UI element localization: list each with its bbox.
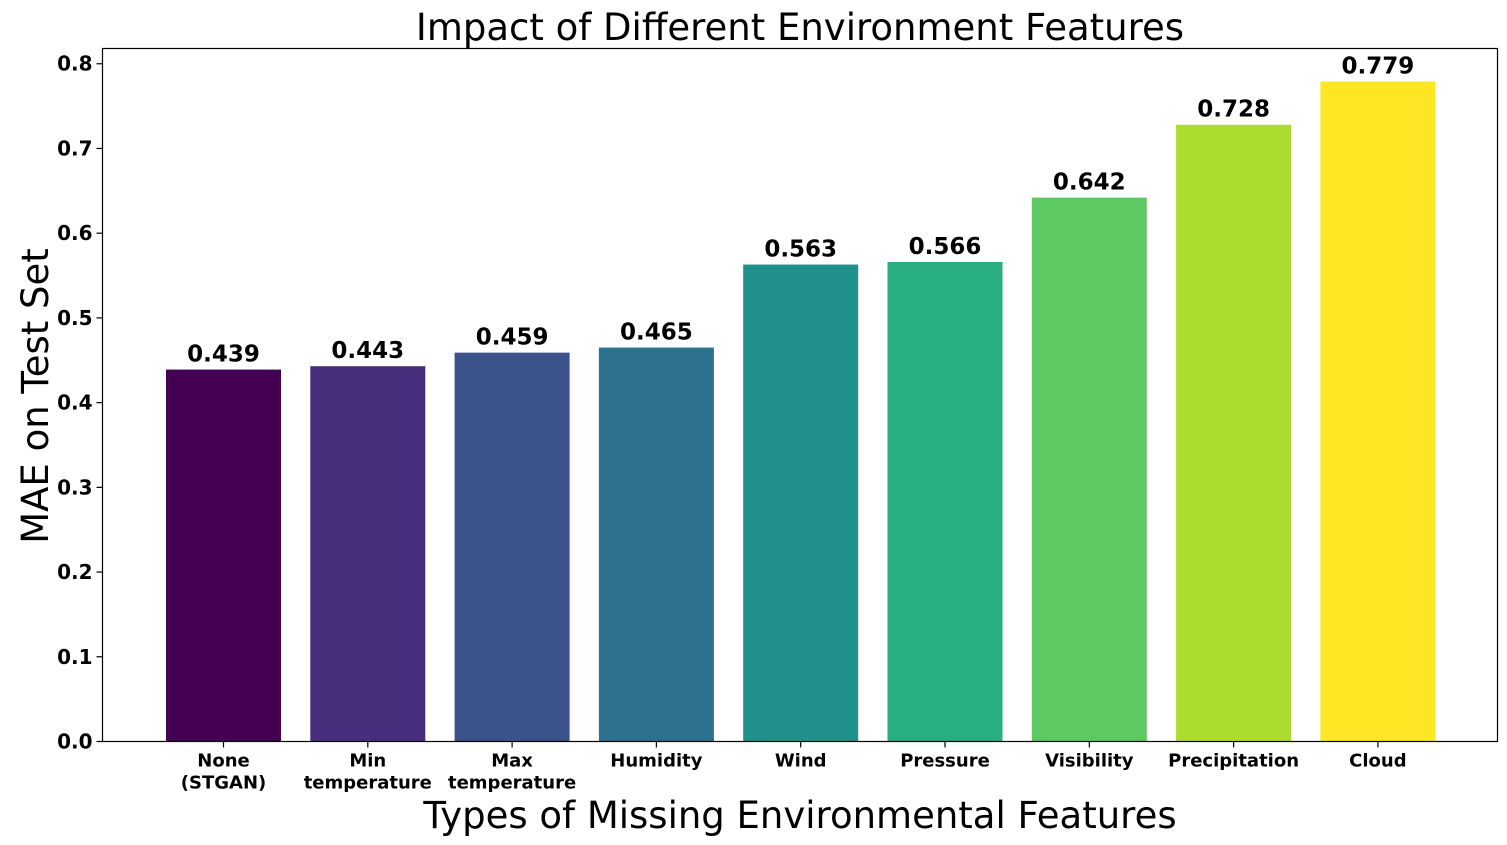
x-tick-label: None (STGAN) bbox=[181, 751, 266, 794]
bar bbox=[1320, 81, 1436, 742]
x-tick-label: Cloud bbox=[1349, 751, 1406, 772]
y-tick-label: 0.1 bbox=[57, 645, 92, 669]
x-tick-label-line: Max bbox=[491, 751, 533, 772]
bar bbox=[1176, 124, 1292, 742]
x-tick-label: Visibility bbox=[1045, 751, 1134, 772]
bar bbox=[454, 352, 570, 742]
plot-frame bbox=[101, 47, 1499, 743]
x-tick-label-line: (STGAN) bbox=[181, 773, 266, 794]
x-tick-label-line: Wind bbox=[775, 751, 827, 772]
x-tick-label-line: temperature bbox=[304, 773, 432, 794]
data-label: 0.563 bbox=[764, 237, 837, 263]
bar bbox=[743, 264, 859, 742]
chart-title: Impact of Different Environment Features bbox=[416, 6, 1184, 49]
bar bbox=[166, 369, 281, 742]
x-tick-label-line: Pressure bbox=[900, 751, 990, 772]
y-tick-label: 0.2 bbox=[57, 560, 92, 584]
data-label: 0.465 bbox=[620, 320, 693, 346]
x-tick-label-line: Precipitation bbox=[1168, 751, 1299, 772]
y-tick-label: 0.5 bbox=[57, 306, 92, 330]
x-tick-label-line: Humidity bbox=[610, 751, 702, 772]
y-tick-label: 0.8 bbox=[57, 52, 92, 76]
data-label: 0.566 bbox=[909, 234, 982, 260]
data-label: 0.642 bbox=[1053, 170, 1126, 196]
data-labels-group: 0.439 0.443 0.459 0.465 0.563 0.566 0.642 0.728… bbox=[187, 54, 1414, 368]
bar bbox=[598, 347, 714, 742]
data-label: 0.779 bbox=[1342, 54, 1415, 80]
x-tick-label-line: temperature bbox=[448, 773, 576, 794]
y-tick-label: 0.4 bbox=[57, 391, 92, 415]
bar bbox=[1031, 197, 1147, 742]
x-tick-label: Precipitation bbox=[1168, 751, 1299, 772]
x-tick-label: Min temperature bbox=[304, 751, 432, 794]
y-tick-label: 0.0 bbox=[57, 730, 92, 754]
data-label: 0.443 bbox=[331, 338, 404, 364]
x-tick-label-line: Visibility bbox=[1045, 751, 1134, 772]
y-tick-label: 0.3 bbox=[57, 475, 92, 499]
x-tick-label-line: Cloud bbox=[1349, 751, 1406, 772]
data-label: 0.459 bbox=[476, 325, 549, 351]
data-label: 0.728 bbox=[1197, 97, 1270, 123]
x-tick-label: Pressure bbox=[900, 751, 990, 772]
x-tick-label: Humidity bbox=[610, 751, 702, 772]
data-label: 0.439 bbox=[187, 342, 260, 368]
x-tick-label-line: Min bbox=[349, 751, 386, 772]
bar bbox=[310, 366, 426, 742]
x-tick-label: Wind bbox=[775, 751, 827, 772]
y-tick-label: 0.7 bbox=[57, 136, 92, 160]
bars-group bbox=[166, 81, 1436, 742]
bar bbox=[887, 261, 1003, 742]
y-axis-ticks: 0.0 0.1 0.2 0.3 0.4 0.5 0.6 0.7 0.8 bbox=[57, 52, 103, 754]
y-tick-label: 0.6 bbox=[57, 221, 92, 245]
y-axis-label: MAE on Test Set bbox=[14, 248, 57, 544]
x-tick-label-line: None bbox=[197, 751, 249, 772]
x-tick-label: Max temperature bbox=[448, 751, 576, 794]
x-axis-label: Types of Missing Environmental Features bbox=[422, 794, 1176, 837]
